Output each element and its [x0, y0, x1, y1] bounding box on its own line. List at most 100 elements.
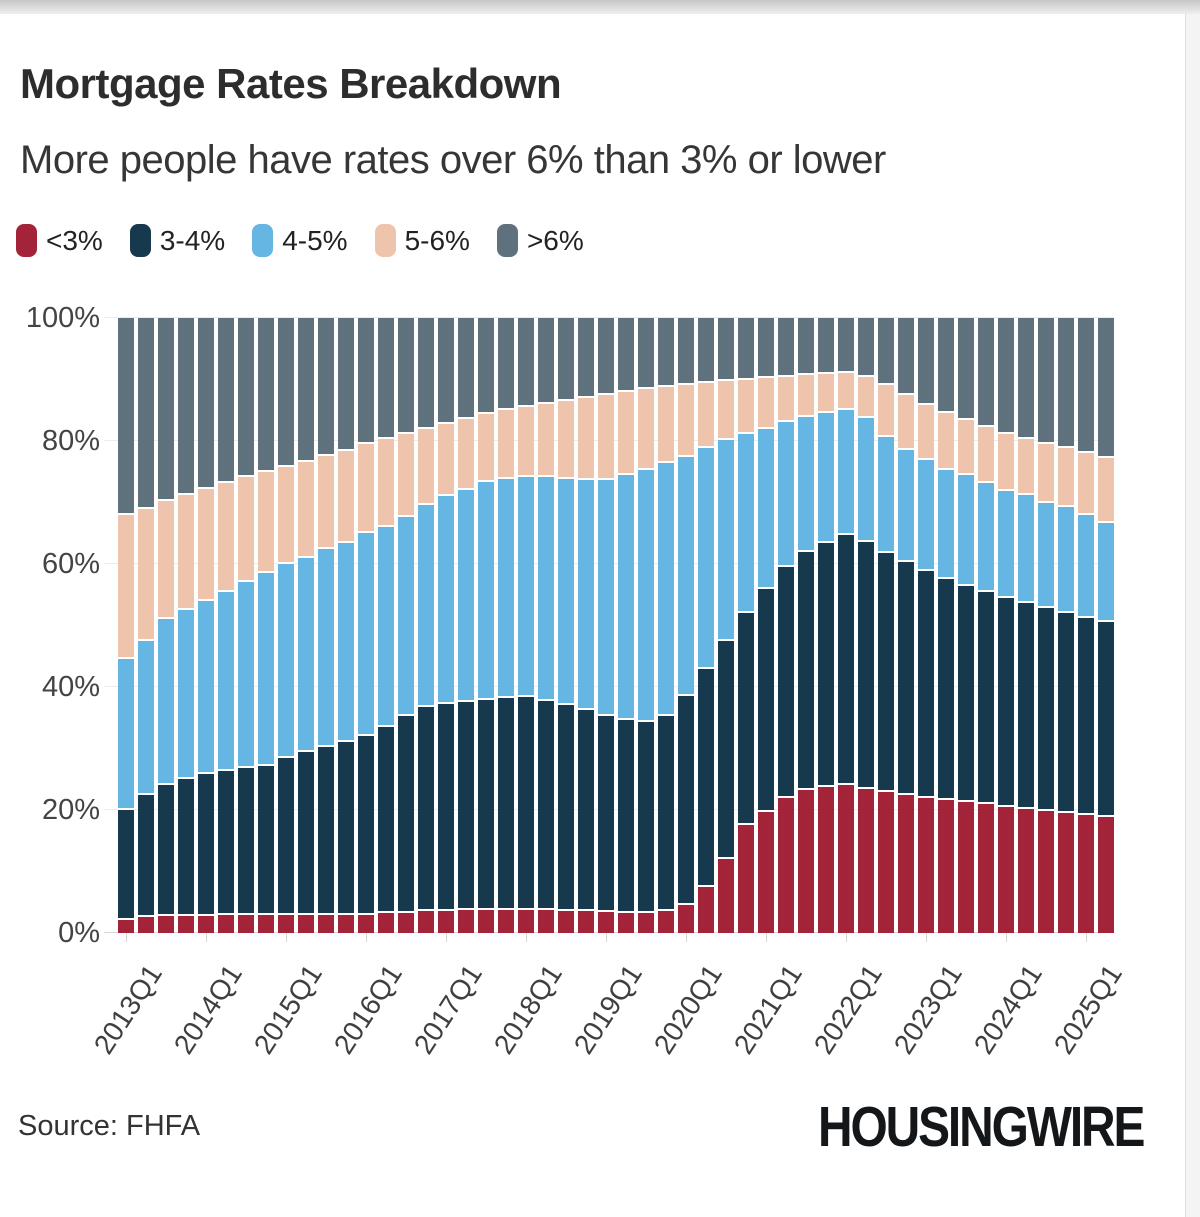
bar-2014Q1	[198, 318, 214, 933]
bar-segment-2019Q1-45	[598, 479, 614, 716]
bar-segment-2017Q3-3	[478, 910, 494, 933]
bar-segment-2021Q1-3	[758, 811, 774, 933]
bar-segment-2021Q4-3	[818, 786, 834, 933]
bar-segment-2020Q2-3	[698, 886, 714, 933]
bar-segment-2025Q1-6	[1078, 318, 1094, 454]
bar-segment-2023Q1-56	[918, 404, 934, 461]
bar-segment-2017Q1-56	[438, 423, 454, 497]
bar-segment-2023Q3-3	[958, 802, 974, 933]
bar-segment-2015Q3-3	[318, 914, 334, 933]
bar-segment-2017Q2-6	[458, 318, 474, 419]
bar-segment-2015Q4-56	[338, 450, 354, 543]
bar-segment-2024Q4-34	[1058, 613, 1074, 814]
bar-segment-2025Q1-56	[1078, 453, 1094, 516]
bar-segment-2019Q3-56	[638, 389, 654, 470]
bar-segment-2015Q1-56	[278, 466, 294, 565]
bar-segment-2023Q3-34	[958, 585, 974, 803]
bar-2023Q3	[958, 318, 974, 933]
chart-subtitle: More people have rates over 6% than 3% o…	[20, 138, 886, 182]
bar-2016Q2	[378, 318, 394, 933]
bar-segment-2014Q1-56	[198, 489, 214, 601]
bar-segment-2018Q3-3	[558, 910, 574, 933]
bar-segment-2017Q1-45	[438, 496, 454, 704]
legend-item-3: <3%	[16, 224, 103, 257]
legend-item-56: 5-6%	[374, 224, 470, 257]
bar-segment-2023Q3-56	[958, 420, 974, 476]
bar-segment-2015Q2-56	[298, 461, 314, 558]
bar-segment-2015Q3-45	[318, 548, 334, 747]
bar-segment-2014Q4-45	[258, 573, 274, 766]
bar-segment-2018Q1-45	[518, 476, 534, 697]
bar-segment-2013Q3-45	[158, 619, 174, 786]
bar-segment-2014Q3-6	[238, 318, 254, 477]
chart-card: Mortgage Rates Breakdown More people hav…	[0, 14, 1186, 1217]
bar-segment-2015Q2-34	[298, 751, 314, 915]
bar-segment-2020Q4-6	[738, 318, 754, 381]
bar-segment-2024Q1-3	[998, 806, 1014, 933]
bar-segment-2021Q1-45	[758, 428, 774, 589]
bar-2015Q1	[278, 318, 294, 933]
bar-2015Q3	[318, 318, 334, 933]
bar-2015Q4	[338, 318, 354, 933]
bar-segment-2016Q1-6	[358, 318, 374, 445]
bar-segment-2014Q3-34	[238, 768, 254, 915]
bar-segment-2020Q2-34	[698, 668, 714, 887]
bar-segment-2016Q2-56	[378, 439, 394, 528]
bar-segment-2014Q2-45	[218, 591, 234, 772]
bar-2021Q1	[758, 318, 774, 933]
bar-2022Q3	[878, 318, 894, 933]
bar-segment-2015Q4-34	[338, 742, 354, 915]
bar-segment-2022Q2-3	[858, 789, 874, 933]
bar-segment-2024Q1-45	[998, 491, 1014, 598]
bar-segment-2018Q2-6	[538, 318, 554, 405]
bar-2013Q2	[138, 318, 154, 933]
bar-segment-2024Q4-3	[1058, 813, 1074, 933]
bar-segment-2023Q4-56	[978, 426, 994, 484]
bar-segment-2016Q4-34	[418, 706, 434, 912]
bar-segment-2016Q2-3	[378, 913, 394, 933]
bar-2025Q1	[1078, 318, 1094, 933]
bar-2022Q4	[898, 318, 914, 933]
x-axis-tick-2018Q1	[526, 933, 527, 942]
bar-segment-2023Q4-45	[978, 483, 994, 592]
bar-segment-2015Q4-3	[338, 914, 354, 933]
x-axis-label-2021Q1: 2021Q1	[727, 959, 808, 1060]
bar-segment-2020Q3-34	[718, 640, 734, 860]
bar-segment-2020Q2-6	[698, 318, 714, 384]
legend-label: 3-4%	[159, 224, 226, 256]
bar-segment-2025Q2-45	[1098, 523, 1114, 623]
bar-segment-2022Q2-45	[858, 418, 874, 543]
bar-segment-2016Q3-3	[398, 912, 414, 933]
bar-segment-2020Q2-45	[698, 448, 714, 669]
bar-segment-2020Q1-3	[678, 905, 694, 933]
bar-segment-2020Q3-45	[718, 439, 734, 641]
x-axis-label-2022Q1: 2022Q1	[807, 959, 888, 1060]
bar-2019Q1	[598, 318, 614, 933]
bar-segment-2013Q3-3	[158, 916, 174, 933]
bar-segment-2022Q4-6	[898, 318, 914, 395]
bar-2014Q3	[238, 318, 254, 933]
chart-title: Mortgage Rates Breakdown	[20, 60, 562, 107]
bar-segment-2017Q1-6	[438, 318, 454, 424]
bar-segment-2020Q4-34	[738, 613, 754, 826]
bar-segment-2013Q4-45	[178, 610, 194, 780]
bar-segment-2019Q4-34	[658, 715, 674, 912]
bar-segment-2016Q4-56	[418, 428, 434, 505]
bar-2016Q4	[418, 318, 434, 933]
bar-segment-2024Q1-6	[998, 318, 1014, 434]
bar-segment-2014Q4-3	[258, 914, 274, 933]
bar-segment-2016Q3-56	[398, 433, 414, 517]
x-axis-tick-2015Q1	[286, 933, 287, 942]
legend-label: 5-6%	[404, 224, 470, 256]
bar-segment-2023Q2-3	[938, 800, 954, 933]
bar-segment-2022Q1-6	[838, 318, 854, 374]
bar-segment-2013Q3-56	[158, 501, 174, 620]
bar-2018Q2	[538, 318, 554, 933]
bar-segment-2015Q2-3	[298, 914, 314, 933]
bar-segment-2013Q1-3	[118, 920, 134, 933]
bar-segment-2024Q1-34	[998, 597, 1014, 807]
bar-segment-2013Q4-3	[178, 915, 194, 933]
x-axis-tick-2016Q1	[366, 933, 367, 942]
bar-segment-2021Q4-45	[818, 413, 834, 543]
bar-segment-2021Q2-56	[778, 377, 794, 422]
